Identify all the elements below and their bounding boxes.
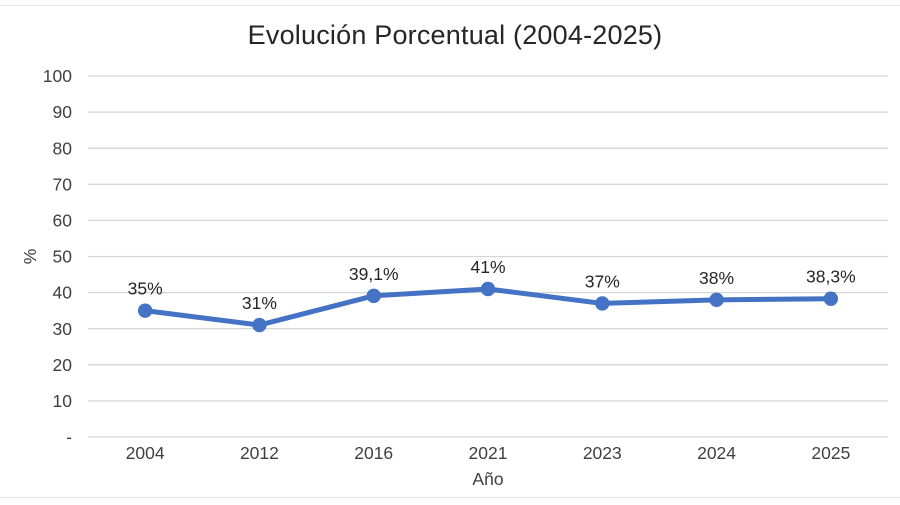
- y-tick-label: 10: [53, 391, 73, 411]
- data-label: 38%: [699, 268, 734, 288]
- x-tick-label: 2016: [354, 443, 393, 463]
- x-tick-label: 2023: [583, 443, 622, 463]
- data-point: [480, 281, 496, 297]
- bottom-border-line: [0, 497, 900, 498]
- data-point: [366, 288, 381, 304]
- x-tick-label: 2021: [469, 443, 508, 463]
- y-tick-label: 60: [53, 211, 73, 231]
- data-point: [595, 296, 610, 311]
- x-tick-label: 2025: [811, 443, 850, 463]
- y-tick-label: 70: [53, 174, 73, 194]
- y-tick-label: 90: [53, 102, 73, 122]
- y-axis-title: %: [20, 249, 40, 265]
- y-tick-label: 100: [43, 66, 72, 86]
- y-tick-label: 20: [53, 355, 73, 375]
- data-point: [137, 303, 153, 318]
- data-point: [252, 317, 267, 333]
- chart-title: Evolución Porcentual (2004-2025): [247, 20, 663, 50]
- data-label: 39,1%: [349, 264, 399, 284]
- data-label: 38,3%: [806, 267, 856, 287]
- x-tick-label: 2024: [697, 443, 736, 463]
- x-tick-label: 2012: [240, 443, 279, 463]
- y-tick-label: 40: [53, 283, 73, 303]
- x-axis-title: Año: [472, 469, 503, 489]
- y-tick-label: 80: [53, 138, 73, 158]
- y-tick-label: 30: [53, 319, 73, 339]
- y-tick-label: -: [66, 427, 72, 447]
- data-label: 35%: [128, 279, 163, 299]
- data-label: 37%: [585, 271, 620, 291]
- data-point: [709, 292, 724, 308]
- y-tick-label: 50: [53, 247, 73, 267]
- top-border-line: [0, 5, 900, 6]
- data-label: 41%: [470, 257, 505, 277]
- data-point: [823, 291, 839, 306]
- x-tick-label: 2004: [126, 443, 165, 463]
- data-label: 31%: [242, 293, 277, 313]
